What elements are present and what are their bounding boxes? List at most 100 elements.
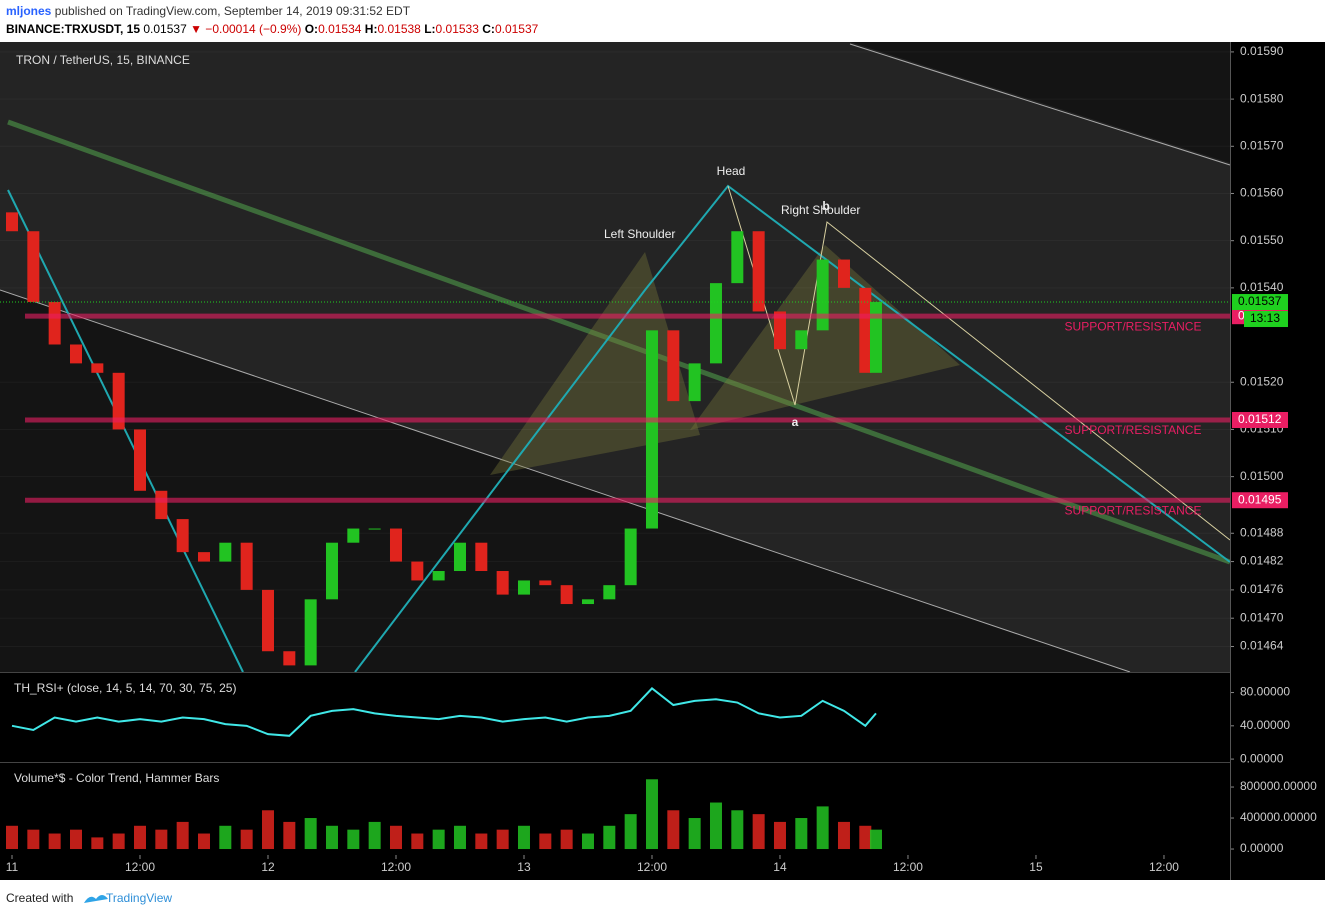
y-tick-label: 0.01488 [1240, 525, 1284, 539]
candle-body [69, 344, 82, 364]
candle-body [624, 528, 637, 586]
price-tag-label: 0.01512 [1238, 412, 1282, 426]
level-text: SUPPORT/RESISTANCE [1065, 503, 1202, 517]
y-tick-label: 80.00000 [1240, 685, 1290, 699]
footer-brand[interactable]: TradingView [106, 891, 172, 905]
symbol: BINANCE:TRXUSDT, 15 [6, 22, 140, 36]
price-tag [1232, 492, 1288, 509]
candle-body [667, 330, 680, 402]
price-tag [1232, 412, 1288, 428]
level-text: SUPPORT/RESISTANCE [1065, 423, 1202, 437]
candle-body [197, 552, 210, 562]
volume-bar [389, 825, 402, 850]
candle-body [112, 372, 125, 430]
x-tick-label: 14 [773, 860, 787, 874]
y-tick-label: 0.00000 [1240, 751, 1284, 765]
candle-body [368, 528, 381, 530]
header-line: mljones published on TradingView.com, Se… [6, 4, 411, 18]
volume-bar [560, 829, 573, 850]
volume-bar [539, 833, 552, 850]
candle-body [261, 589, 274, 652]
candle-body [283, 651, 296, 666]
candle-body [603, 585, 616, 600]
y-tick-label: 0.01464 [1240, 639, 1284, 653]
y-tick-label: 0.01590 [1240, 44, 1284, 58]
annotation: Left Shoulder [604, 227, 675, 241]
author[interactable]: mljones [6, 4, 52, 18]
candle-body [27, 231, 40, 303]
candle-body [133, 429, 146, 491]
candle-body [453, 542, 466, 572]
x-tick-label: 12:00 [637, 860, 667, 874]
volume-bar [325, 825, 338, 850]
candle-body [688, 363, 701, 402]
volume-bar [773, 821, 786, 850]
candle-body [304, 599, 317, 666]
ohlc-value: 0.01538 [377, 22, 421, 36]
published: published on TradingView.com, September … [51, 4, 410, 18]
x-tick-label: 13 [517, 860, 531, 874]
y-tick-label: 0.01520 [1240, 374, 1284, 388]
rsi-line [11, 687, 877, 737]
y-tick-label: 0.01580 [1240, 91, 1284, 105]
candle-body [325, 542, 338, 600]
candle-body [91, 363, 104, 373]
y-tick-label: 0.01482 [1240, 554, 1284, 568]
candle-body [731, 231, 744, 284]
candle-body [176, 519, 189, 553]
y-tick-label: 0.01500 [1240, 469, 1284, 483]
volume-bar [581, 833, 594, 850]
candle-body [709, 283, 722, 364]
candle-body [48, 302, 61, 345]
candle-body [795, 330, 808, 350]
level-text: SUPPORT/RESISTANCE [1065, 319, 1202, 333]
volume-bar [240, 829, 253, 850]
price-pane [0, 42, 1230, 672]
y-tick-label: 0.00000 [1240, 841, 1284, 855]
annotation: b [822, 199, 829, 213]
x-tick-label: 15 [1029, 860, 1043, 874]
ohlc-label: H: [365, 22, 378, 36]
x-tick-label: 11 [6, 860, 19, 874]
annotation: Head [717, 164, 746, 178]
x-tick-label: 12 [261, 860, 275, 874]
x-tick-label: 12:00 [381, 860, 411, 874]
header-line: BINANCE:TRXUSDT, 15 0.01537 ▼ −0.00014 (… [6, 22, 539, 36]
volume-bar [603, 825, 616, 850]
volume-bar [69, 829, 82, 850]
candle-body [869, 302, 882, 373]
candle-body [560, 585, 573, 605]
volume-bar [176, 821, 189, 850]
candle-body [645, 330, 658, 529]
candle-body [219, 542, 232, 562]
price-tag [1232, 294, 1288, 311]
volume-bar [475, 833, 488, 850]
volume-bar [816, 806, 829, 850]
candle-body [496, 571, 509, 595]
volume-bar [837, 821, 850, 850]
pane-title: Volume*$ - Color Trend, Hammer Bars [14, 771, 219, 785]
candle-body [517, 580, 530, 595]
annotation: Right Shoulder [781, 203, 860, 217]
volume-bar [688, 818, 701, 850]
y-tick-label: 0.01550 [1240, 233, 1284, 247]
candle-body [155, 490, 168, 520]
ohlc-label: L: [424, 22, 435, 36]
volume-bar [155, 829, 168, 850]
annotation: a [792, 415, 799, 429]
volume-bar [411, 833, 424, 850]
volume-bar [219, 825, 232, 850]
volume-bar [27, 829, 40, 850]
channel [0, 42, 1230, 672]
volume-bar [91, 837, 104, 850]
volume-bar [624, 814, 637, 850]
volume-bar [731, 810, 744, 850]
candle-body [859, 287, 872, 373]
volume-bar [453, 825, 466, 850]
volume-bar [304, 818, 317, 850]
candle-body [539, 580, 552, 586]
volume-bar [709, 802, 722, 850]
volume-bar [112, 833, 125, 850]
